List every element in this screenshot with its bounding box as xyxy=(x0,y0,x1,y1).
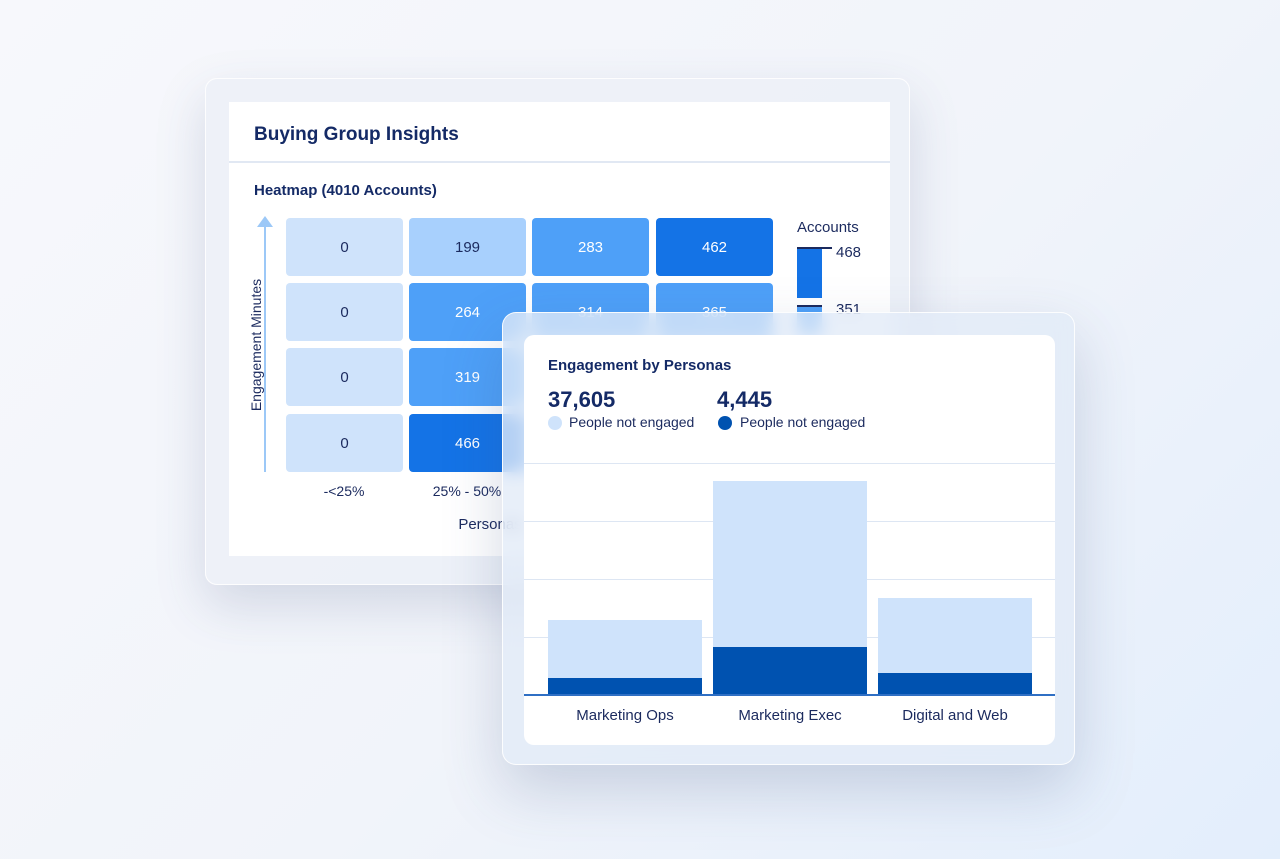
summary-label-light: People not engaged xyxy=(569,414,695,430)
legend-swatch-dark xyxy=(797,247,822,298)
summary-value-dark: 4,445 xyxy=(717,387,773,412)
legend-title: Accounts xyxy=(797,219,859,236)
summary-value-light: 37,605 xyxy=(548,387,616,412)
bar-segment-not-engaged[interactable] xyxy=(878,598,1032,673)
bar-segment-engaged[interactable] xyxy=(548,678,702,695)
arrow-up-icon xyxy=(257,216,273,227)
divider xyxy=(229,161,890,163)
legend-tick-label: 468 xyxy=(836,244,862,261)
x-axis-baseline xyxy=(524,694,1055,696)
heatmap-title: Heatmap (4010 Accounts) xyxy=(254,182,437,199)
category-label: Marketing Exec xyxy=(738,707,842,724)
card-title: Buying Group Insights xyxy=(254,124,459,145)
heatmap-cell[interactable]: 0 xyxy=(286,283,403,341)
category-label: Marketing Ops xyxy=(576,707,674,724)
legend-dot-dark xyxy=(718,416,732,430)
x-tick: -<25% xyxy=(323,483,365,499)
legend-tick xyxy=(822,247,832,249)
bar-segment-engaged[interactable] xyxy=(713,646,867,695)
y-axis-arrow-line xyxy=(264,226,266,472)
category-label: Digital and Web xyxy=(902,707,1008,724)
gridline xyxy=(524,463,1055,464)
bar-segment-not-engaged[interactable] xyxy=(713,480,867,647)
heatmap-cell[interactable]: 0 xyxy=(286,414,403,472)
heatmap-cell[interactable]: 283 xyxy=(532,218,649,276)
heatmap-cell[interactable]: 0 xyxy=(286,348,403,406)
heatmap-cell[interactable]: 199 xyxy=(409,218,526,276)
heatmap-cell[interactable]: 462 xyxy=(656,218,773,276)
bar-segment-not-engaged[interactable] xyxy=(548,620,702,679)
x-tick: 25% - 50% xyxy=(432,483,502,499)
chart-title: Engagement by Personas xyxy=(548,357,732,374)
bar-segment-engaged[interactable] xyxy=(878,672,1032,695)
y-axis-label: Engagement Minutes xyxy=(248,274,264,416)
heatmap-cell[interactable]: 0 xyxy=(286,218,403,276)
legend-dot-light xyxy=(548,416,562,430)
summary-label-dark: People not engaged xyxy=(740,414,866,430)
